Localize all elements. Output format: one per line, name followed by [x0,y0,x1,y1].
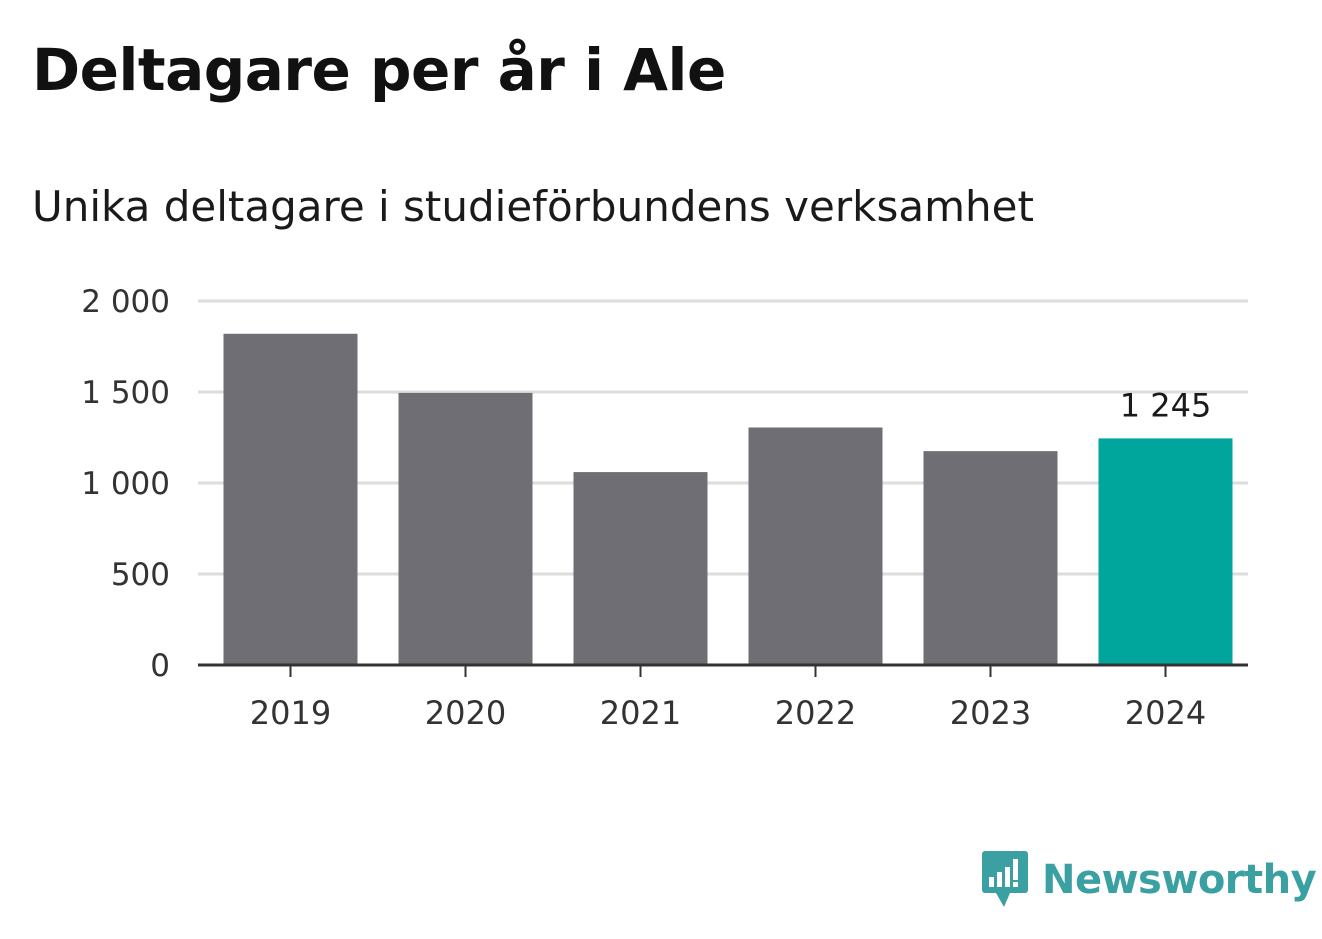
x-tick-label: 2022 [775,694,856,732]
data-label: 1 245 [1120,386,1212,424]
y-tick-label: 2 000 [81,284,170,320]
y-tick-label: 1 000 [81,466,170,502]
y-tick-label: 1 500 [81,375,170,411]
bar-2020 [398,392,533,665]
chart-subtitle: Unika deltagare i studieförbundens verks… [32,182,1034,231]
axes [198,663,1248,677]
x-tick-label: 2023 [950,694,1031,732]
x-tick-label: 2021 [600,694,681,732]
bar-2023 [923,451,1058,665]
chart-title: Deltagare per år i Ale [32,36,726,104]
bar-2021 [573,472,708,665]
bars [223,333,1233,665]
bar-2024 [1098,438,1233,665]
x-tick-label: 2024 [1125,694,1206,732]
labels: 0 500 1 000 1 500 2 000 2019 2020 2021 2022 2023 2… [81,284,1211,732]
bar-2022 [748,427,883,665]
bar-2019 [223,333,358,665]
x-tick-label: 2019 [250,694,331,732]
y-tick-label: 0 [150,648,170,684]
brand-name: Newsworthy [1042,857,1317,903]
y-tick-label: 500 [111,557,170,593]
newsworthy-logo-icon [982,851,1028,907]
gridlines [198,299,1248,576]
x-tick-label: 2020 [425,694,506,732]
brand-logo: Newsworthy [980,848,1317,912]
